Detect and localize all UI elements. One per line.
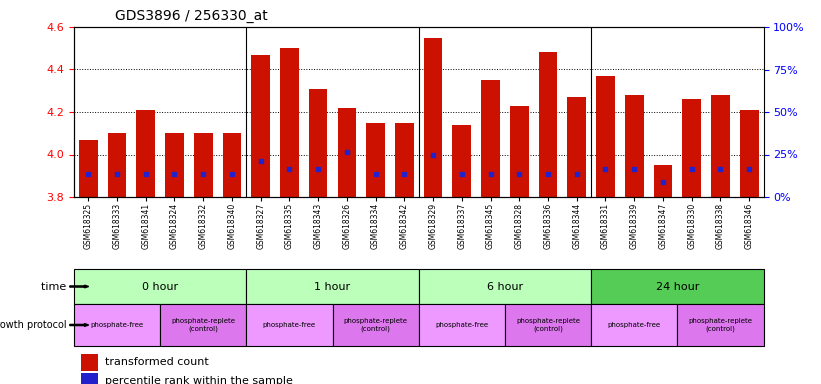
- Text: transformed count: transformed count: [105, 357, 209, 367]
- Bar: [625, 95, 644, 197]
- Bar: [246, 304, 333, 346]
- Text: phosphate-replete
(control): phosphate-replete (control): [344, 318, 407, 332]
- Text: 6 hour: 6 hour: [487, 281, 523, 291]
- Bar: [333, 304, 419, 346]
- Bar: [136, 110, 155, 197]
- Bar: [165, 133, 184, 197]
- Bar: [740, 110, 759, 197]
- Text: 1 hour: 1 hour: [314, 281, 351, 291]
- Bar: [591, 269, 764, 304]
- Text: growth protocol: growth protocol: [0, 320, 70, 330]
- Bar: [337, 108, 356, 197]
- Bar: [366, 122, 385, 197]
- Bar: [222, 133, 241, 197]
- Bar: [309, 89, 328, 197]
- Text: percentile rank within the sample: percentile rank within the sample: [105, 376, 293, 384]
- Bar: [74, 304, 160, 346]
- Bar: [419, 304, 505, 346]
- Bar: [280, 48, 299, 197]
- Bar: [80, 372, 99, 384]
- Bar: [74, 269, 246, 304]
- Bar: [160, 304, 246, 346]
- Text: phosphate-free: phosphate-free: [90, 322, 144, 328]
- Text: phosphate-free: phosphate-free: [435, 322, 488, 328]
- Text: phosphate-free: phosphate-free: [263, 322, 316, 328]
- Bar: [194, 133, 213, 197]
- Bar: [682, 99, 701, 197]
- Bar: [246, 269, 419, 304]
- Bar: [419, 269, 591, 304]
- Bar: [677, 304, 764, 346]
- Bar: [481, 80, 500, 197]
- Bar: [251, 55, 270, 197]
- Bar: [505, 304, 591, 346]
- Text: time: time: [41, 281, 70, 291]
- Bar: [591, 304, 677, 346]
- Bar: [510, 106, 529, 197]
- Text: 24 hour: 24 hour: [656, 281, 699, 291]
- Bar: [711, 95, 730, 197]
- Bar: [80, 354, 99, 371]
- Bar: [539, 53, 557, 197]
- Bar: [79, 140, 98, 197]
- Text: phosphate-replete
(control): phosphate-replete (control): [172, 318, 235, 332]
- Text: 0 hour: 0 hour: [142, 281, 178, 291]
- Bar: [108, 133, 126, 197]
- Text: GDS3896 / 256330_at: GDS3896 / 256330_at: [115, 9, 268, 23]
- Bar: [654, 165, 672, 197]
- Text: phosphate-replete
(control): phosphate-replete (control): [689, 318, 752, 332]
- Bar: [452, 125, 471, 197]
- Bar: [596, 76, 615, 197]
- Bar: [424, 38, 443, 197]
- Bar: [395, 122, 414, 197]
- Bar: [567, 97, 586, 197]
- Text: phosphate-replete
(control): phosphate-replete (control): [516, 318, 580, 332]
- Text: phosphate-free: phosphate-free: [608, 322, 661, 328]
